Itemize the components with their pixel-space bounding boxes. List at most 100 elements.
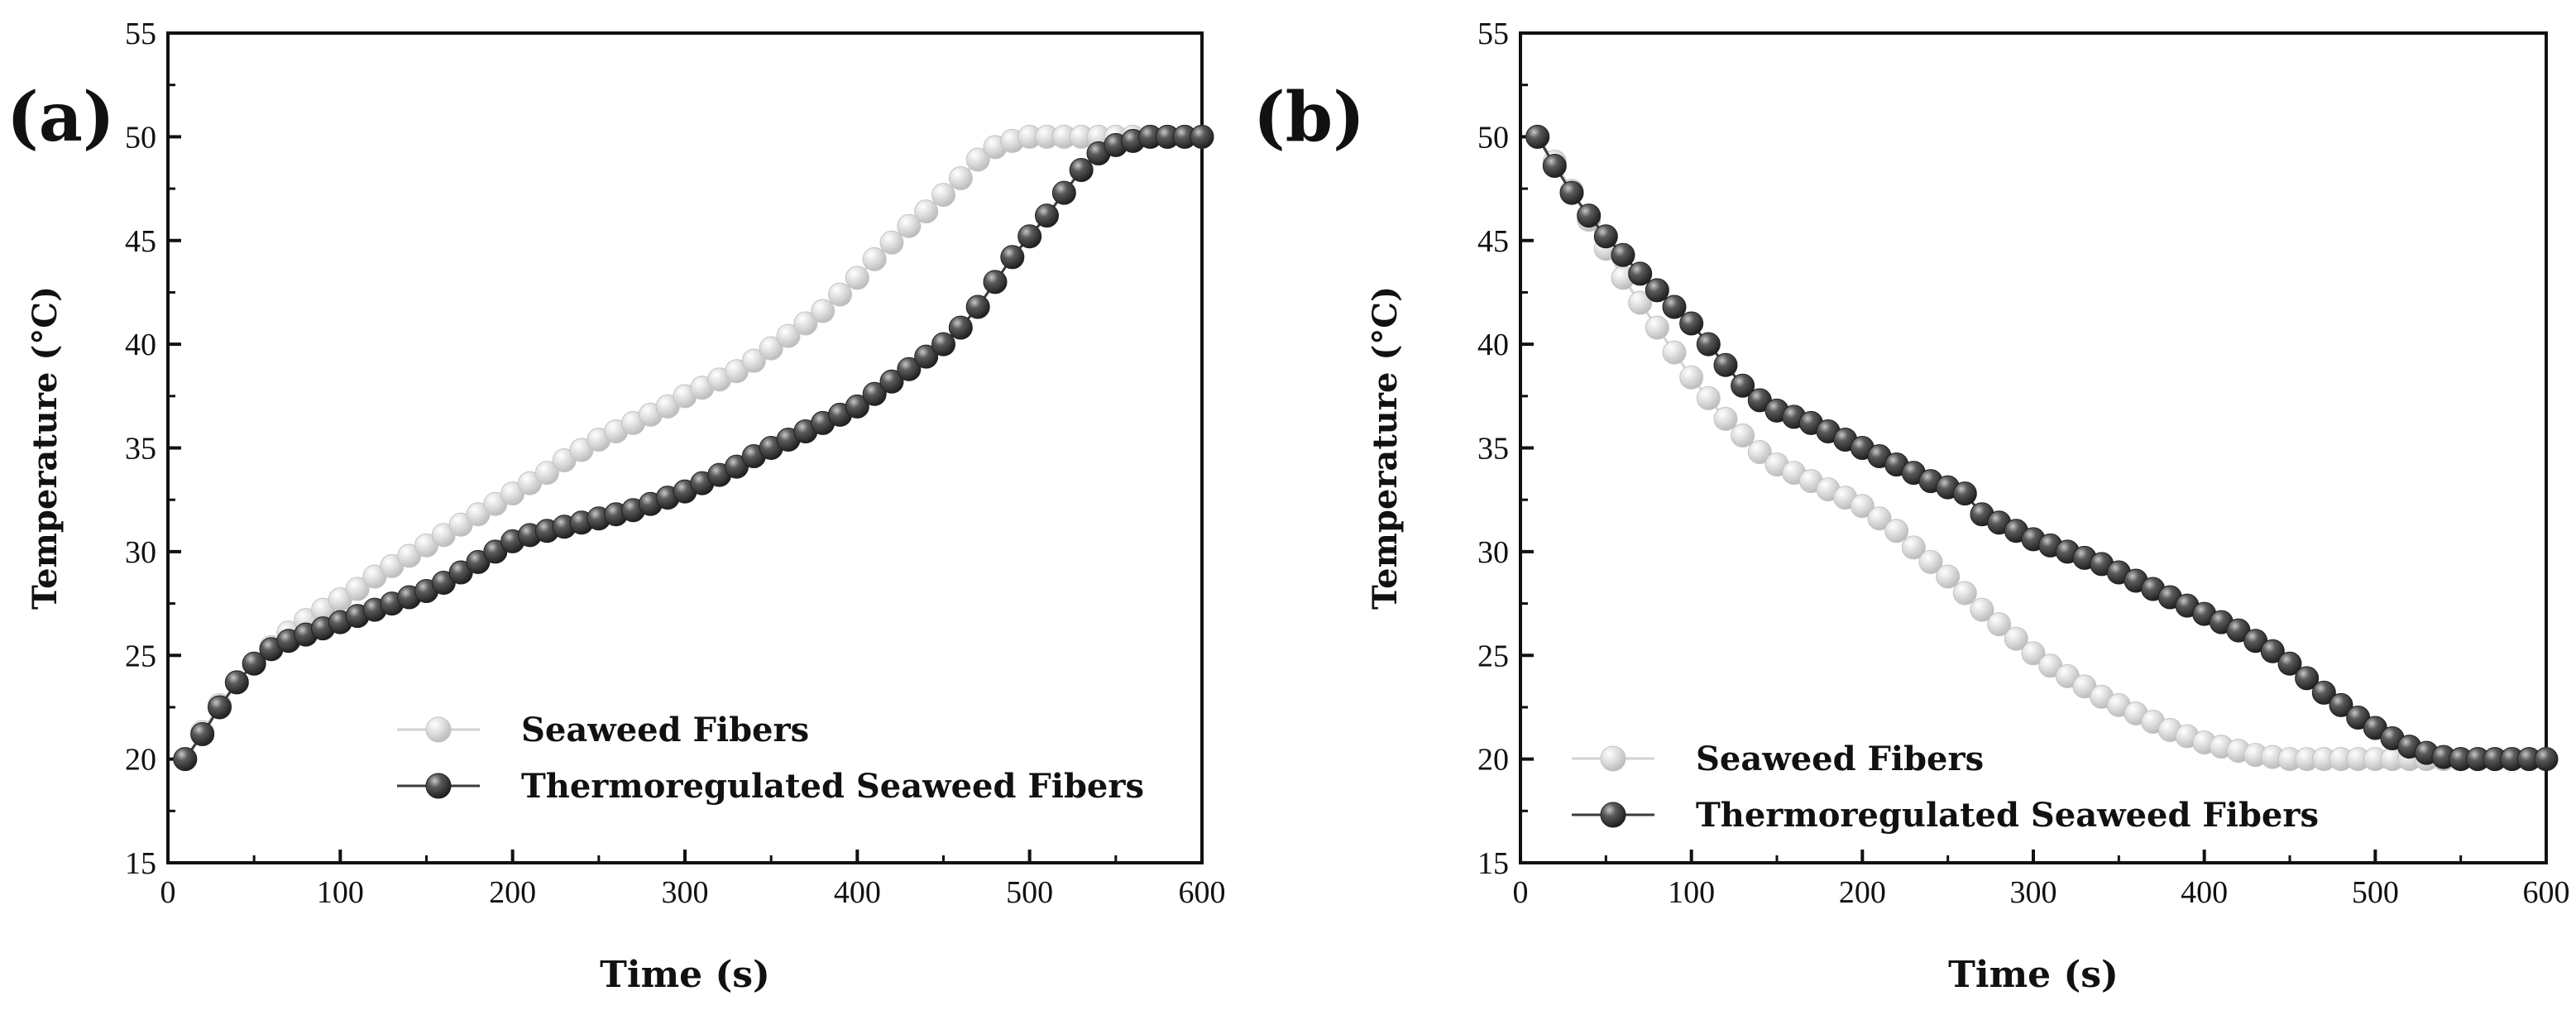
y-tick-label: 30 <box>1477 535 1509 570</box>
data-point <box>914 344 939 369</box>
data-point <box>2260 639 2285 663</box>
data-point <box>914 199 939 224</box>
data-point <box>811 299 836 323</box>
y-tick-label: 25 <box>1477 639 1509 673</box>
data-point <box>1662 340 1687 365</box>
y-tick-label: 20 <box>125 743 156 778</box>
data-point <box>1713 352 1738 377</box>
data-point <box>931 332 955 357</box>
data-point <box>1747 440 1772 465</box>
y-tick-label: 35 <box>125 432 156 467</box>
data-point <box>2329 692 2353 717</box>
x-tick-label: 500 <box>1006 875 1053 910</box>
y-tick-label: 20 <box>1477 743 1509 778</box>
data-point <box>793 311 818 336</box>
data-point <box>1884 519 1909 543</box>
y-tick-label: 50 <box>125 120 156 155</box>
data-point <box>190 722 215 747</box>
data-point <box>897 357 922 381</box>
data-point <box>1628 290 1653 315</box>
data-point <box>948 166 973 191</box>
panel-a: (a) 0 100 200 300 400 500 600 15 20 25 30 35 40 45 50 55… <box>7 17 1226 996</box>
data-point <box>776 323 801 348</box>
data-point <box>2004 626 2028 651</box>
data-point <box>1867 506 1892 531</box>
data-point <box>897 213 922 238</box>
data-point <box>759 336 783 361</box>
y-tick-label: 55 <box>125 17 156 51</box>
x-tick-label: 600 <box>2523 875 2570 910</box>
data-point <box>828 282 852 307</box>
legend-label: Thermoregulated Seaweed Fibers <box>1696 796 2319 835</box>
data-point <box>1679 365 1704 390</box>
data-point <box>879 369 904 394</box>
y-tick-label: 25 <box>125 639 156 673</box>
x-tick-label: 100 <box>1668 875 1715 910</box>
data-point <box>2295 666 2320 691</box>
data-point <box>1190 124 1214 149</box>
series-thermoregulated-seaweed-fibers <box>173 124 1214 772</box>
data-point <box>1000 245 1025 270</box>
data-point <box>224 670 249 695</box>
data-point <box>2534 747 2559 772</box>
y-tick-label: 40 <box>1477 328 1509 362</box>
x-axis-label: Time (s) <box>600 954 770 996</box>
data-point <box>948 315 973 340</box>
x-tick-label: 500 <box>2352 875 2399 910</box>
y-axis-label: Temperature (°C) <box>1366 286 1405 610</box>
x-tick-label: 200 <box>1839 875 1886 910</box>
data-point <box>173 747 198 772</box>
legend-label: Thermoregulated Seaweed Fibers <box>521 767 1144 806</box>
data-point <box>1952 481 1977 506</box>
panel-label: (a) <box>7 78 115 157</box>
data-point <box>1970 597 1994 622</box>
data-point <box>845 266 869 290</box>
data-point <box>2311 680 2336 705</box>
y-tick-label: 15 <box>1477 846 1509 881</box>
data-point <box>1645 315 1669 340</box>
data-point <box>1525 124 1550 149</box>
data-point <box>1731 423 1755 448</box>
legend: Seaweed Fibers Thermoregulated Seaweed Fi… <box>397 711 1144 806</box>
series-seaweed-fibers <box>1525 124 2559 772</box>
x-tick-label: 0 <box>1513 875 1529 910</box>
y-tick-label: 55 <box>1477 17 1509 51</box>
data-point <box>931 183 955 208</box>
data-point <box>1069 157 1094 182</box>
data-point <box>1850 494 1875 519</box>
series-seaweed-fibers <box>173 124 1214 772</box>
series-line <box>184 135 1202 760</box>
legend-marker <box>1600 745 1626 772</box>
x-tick-label: 200 <box>489 875 536 910</box>
data-point <box>1987 612 2012 637</box>
legend-marker <box>1600 802 1626 828</box>
legend-marker <box>425 716 452 743</box>
y-tick-label: 35 <box>1477 432 1509 467</box>
data-point <box>1662 294 1687 319</box>
y-tick-label: 50 <box>1477 120 1509 155</box>
data-point <box>208 695 232 720</box>
x-tick-label: 300 <box>662 875 709 910</box>
data-point <box>1936 564 1961 589</box>
panel-b: (b) 0 100 200 300 400 500 600 15 20 25 30 35 40 45 50 55… <box>1253 17 2570 996</box>
data-point <box>1713 406 1738 431</box>
data-point <box>741 348 766 373</box>
series-line <box>184 135 1202 760</box>
data-point <box>1679 311 1704 336</box>
data-point <box>965 147 990 172</box>
x-tick-label: 400 <box>834 875 881 910</box>
legend-label: Seaweed Fibers <box>521 711 809 749</box>
legend: Seaweed Fibers Thermoregulated Seaweed Fi… <box>1572 740 2319 835</box>
y-tick-label: 15 <box>125 846 156 881</box>
data-point <box>1611 242 1635 267</box>
data-point <box>965 294 990 319</box>
data-point <box>879 230 904 255</box>
x-tick-label: 100 <box>317 875 364 910</box>
x-tick-label: 400 <box>2181 875 2228 910</box>
y-axis-label: Temperature (°C) <box>26 286 65 610</box>
data-point <box>2021 641 2046 666</box>
data-point <box>983 270 1008 294</box>
data-point <box>1542 153 1567 178</box>
data-point <box>1901 535 1926 560</box>
